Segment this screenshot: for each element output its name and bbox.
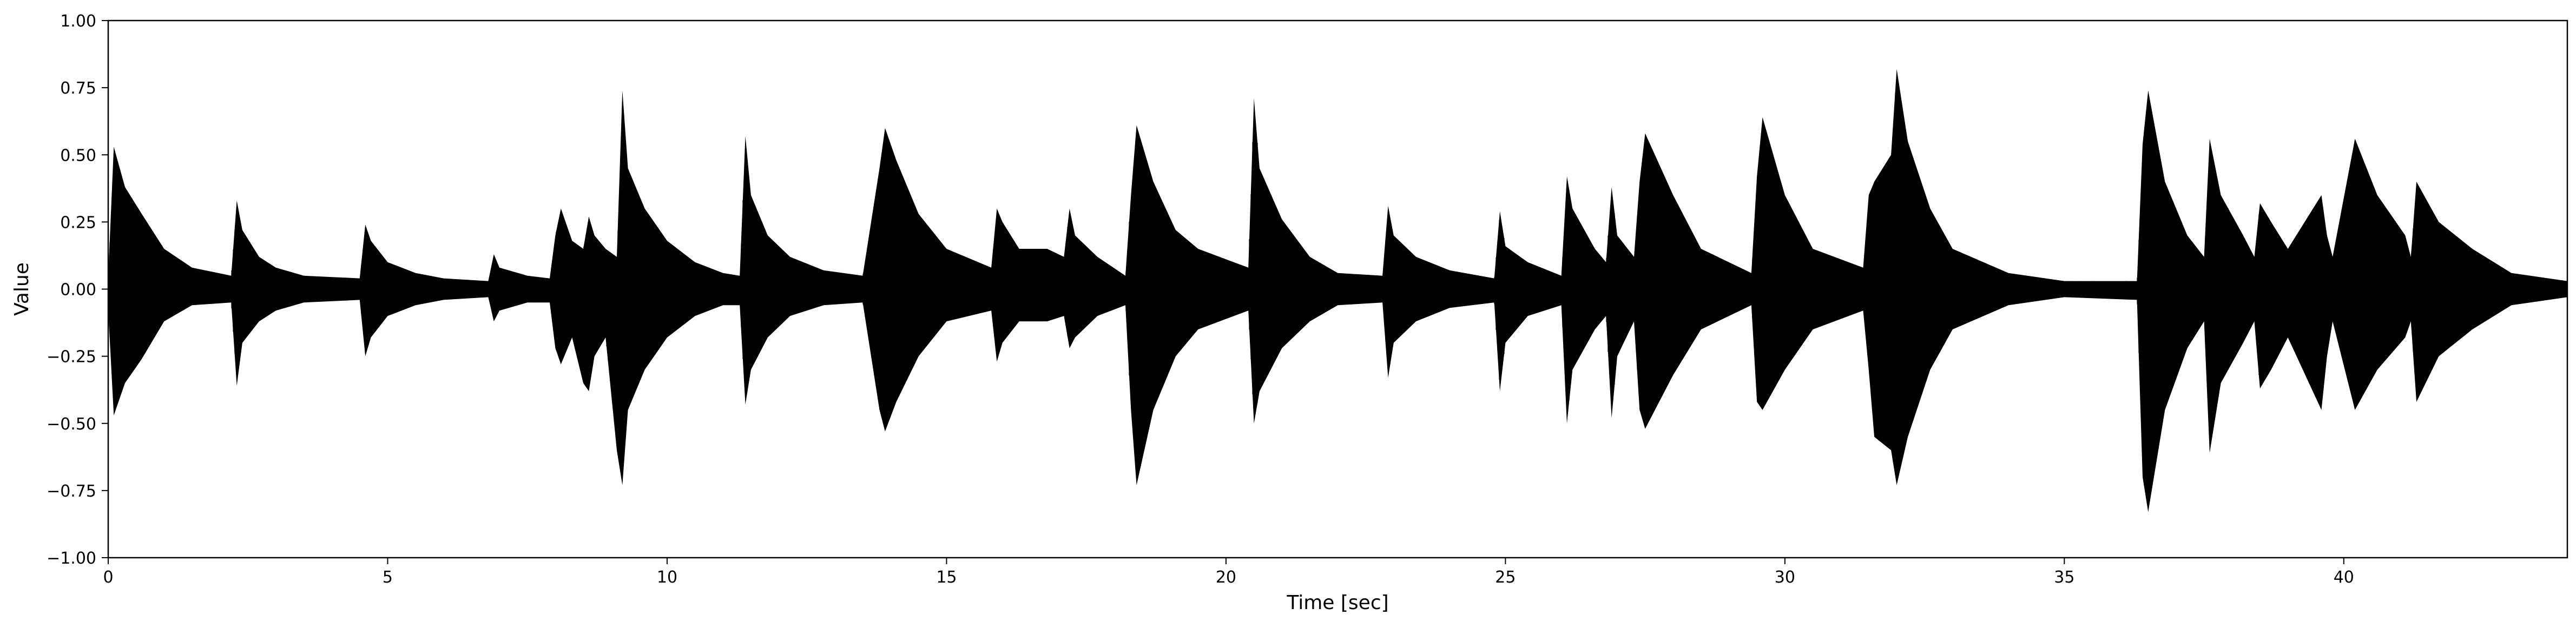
x-tick-label: 30 — [1775, 568, 1795, 587]
y-tick-label: −0.25 — [47, 348, 96, 367]
x-axis: 0 5 10 15 20 25 30 35 40 — [103, 558, 2354, 587]
y-tick-label: −1.00 — [47, 549, 96, 568]
y-tick-label: −0.75 — [47, 482, 96, 501]
y-tick-label: 0.25 — [60, 213, 96, 232]
y-axis-label: Value — [11, 262, 33, 316]
x-axis-label: Time [sec] — [1286, 592, 1388, 614]
x-tick-label: 35 — [2054, 568, 2074, 587]
y-tick-label: 0.75 — [60, 79, 96, 98]
x-tick-label: 40 — [2334, 568, 2354, 587]
y-axis: −1.00 −0.75 −0.50 −0.25 0.00 0.25 0.50 0.75 1.00 — [47, 12, 108, 568]
y-tick-label: 0.50 — [60, 146, 96, 165]
x-tick-label: 0 — [103, 568, 113, 587]
x-tick-label: 15 — [936, 568, 957, 587]
x-tick-label: 10 — [657, 568, 677, 587]
x-tick-label: 20 — [1216, 568, 1236, 587]
y-tick-label: 0.00 — [60, 281, 96, 300]
y-tick-label: −0.50 — [47, 415, 96, 434]
plot-area — [108, 69, 2568, 512]
y-tick-label: 1.00 — [60, 12, 96, 31]
x-tick-label: 25 — [1495, 568, 1516, 587]
waveform-series — [108, 69, 2567, 512]
waveform-texture — [108, 92, 2568, 491]
x-tick-label: 5 — [383, 568, 393, 587]
